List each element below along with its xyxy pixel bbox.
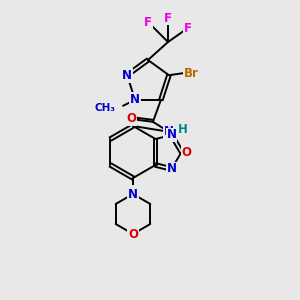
Text: CH₃: CH₃	[94, 103, 115, 113]
Text: N: N	[128, 188, 138, 200]
Text: Br: Br	[184, 67, 198, 80]
Text: N: N	[167, 163, 176, 176]
Text: O: O	[126, 112, 136, 125]
Text: H: H	[178, 123, 188, 136]
Text: N: N	[167, 128, 176, 142]
Text: N: N	[164, 125, 174, 138]
Text: F: F	[144, 16, 152, 28]
Text: O: O	[182, 146, 191, 158]
Text: N: N	[130, 93, 140, 106]
Text: O: O	[128, 227, 138, 241]
Text: N: N	[122, 69, 132, 82]
Text: F: F	[164, 11, 172, 25]
Text: F: F	[184, 22, 192, 34]
Text: N: N	[128, 185, 138, 199]
